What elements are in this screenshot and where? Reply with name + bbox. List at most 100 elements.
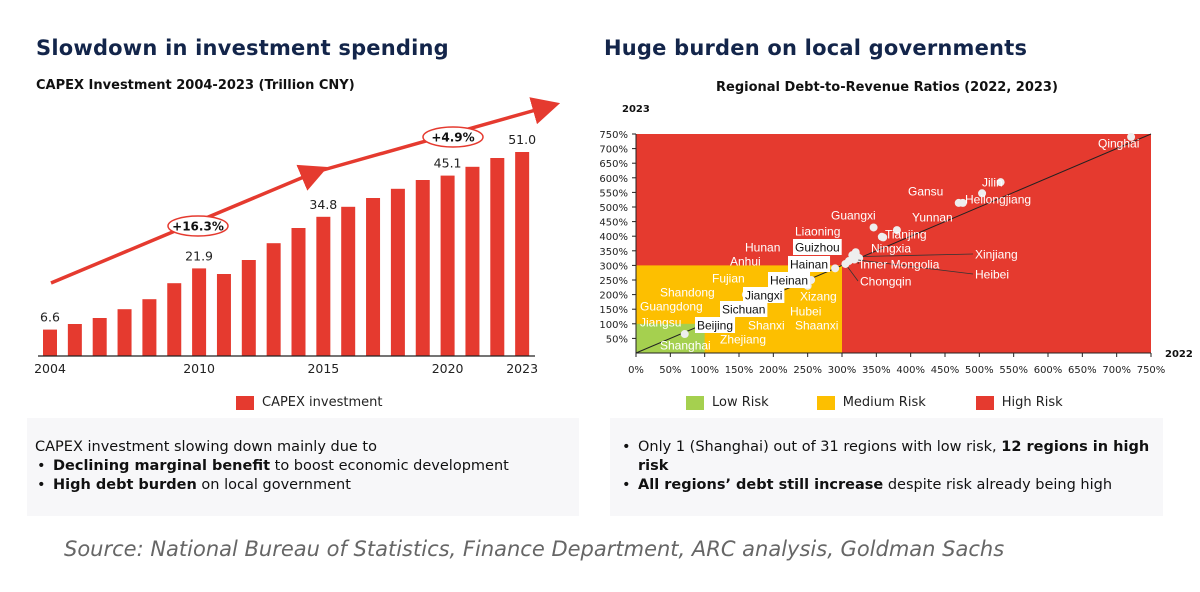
bar-2012 (241, 260, 256, 356)
summary-bullet: Declining marginal benefit to boost econ… (35, 457, 571, 476)
data-point-shanghai (680, 330, 689, 339)
point-label: Beijing (697, 319, 733, 333)
data-point-qinghai (1127, 132, 1136, 141)
y-tick-label: 350% (599, 247, 628, 258)
growth-rate-label: +4.9% (431, 131, 474, 145)
data-point-heinan (831, 264, 840, 273)
point-label: Heibei (975, 268, 1009, 282)
data-label: 45.1 (434, 156, 462, 171)
summary-intro: CAPEX investment slowing down mainly due… (35, 439, 377, 455)
data-point-tianjing (892, 226, 901, 235)
point-label: Heilongjiang (965, 193, 1031, 207)
point-label: Jiangsu (640, 316, 681, 330)
point-label-box (695, 317, 736, 333)
y-tick-label: 500% (599, 203, 628, 214)
y-tick-label: 150% (599, 305, 628, 316)
bar-2015 (316, 216, 331, 356)
point-label: Fujian (712, 272, 745, 286)
legend-label: High Risk (1001, 395, 1063, 410)
point-label: Guangxi (831, 209, 876, 223)
y-tick-label: 700% (599, 145, 628, 156)
point-label-box (788, 256, 831, 272)
legend-label: Medium Risk (842, 395, 926, 410)
bar-2008 (142, 299, 157, 356)
summary-bold: Declining marginal benefit (53, 458, 271, 474)
bar-2017 (366, 198, 381, 356)
summary-bullet: High debt burden on local government (35, 476, 571, 495)
source-note: Source: National Bureau of Statistics, F… (64, 537, 1005, 561)
y-tick-label: 50% (606, 334, 628, 345)
point-label: Guizhou (795, 241, 840, 255)
point-label: Zhejiang (720, 333, 766, 347)
bar-2023 (515, 152, 530, 356)
point-label-box (720, 301, 768, 317)
scatter-legend: Low Risk Medium Risk High Risk (686, 395, 1063, 410)
x-tick-label: 350% (862, 365, 891, 376)
bar-2016 (341, 206, 356, 356)
bar-2007 (117, 309, 132, 356)
growth-rate-badge (422, 126, 484, 148)
bar-2020 (440, 175, 455, 356)
scatter-chart-title: Regional Debt-to-Revenue Ratios (2022, 2… (716, 80, 1058, 95)
point-label: Gansu (908, 185, 943, 199)
bar-2022 (490, 158, 505, 356)
bar-2009 (167, 283, 182, 356)
y-tick-label: 450% (599, 218, 628, 229)
growth-rate-badge (167, 215, 229, 237)
right-heading: Huge burden on local governments (604, 36, 1028, 60)
point-label: Anhui (730, 255, 761, 269)
summary-bold: 12 regions in high risk (638, 439, 1150, 474)
legend-swatch-low (686, 395, 704, 410)
y-tick-label: 550% (599, 188, 628, 199)
bar-2010 (192, 268, 207, 356)
left-heading: Slowdown in investment spending (36, 36, 449, 60)
legend-swatch-medium (816, 395, 835, 410)
point-label: Jiangxi (745, 289, 782, 303)
data-point-guangxi (869, 223, 878, 232)
right-summary-box: Only 1 (Shanghai) out of 31 regions with… (610, 418, 1163, 516)
debt-ratio-scatter-chart: 0% 50% 100% 150% 200% 250% 300% 350% 400% 450% 500… (599, 104, 1193, 376)
x-tick-label: 2023 (506, 361, 538, 376)
x-tick-label: 2010 (183, 361, 215, 376)
data-point-heilongjiang (978, 189, 987, 198)
x-tick-label: 2020 (432, 361, 464, 376)
data-label: 51.0 (508, 132, 536, 147)
x-tick-label: 50% (659, 365, 681, 376)
y-tick-label: 200% (599, 291, 628, 302)
point-label: Jilin (982, 176, 1003, 190)
y-tick-label: 750% (599, 130, 628, 141)
point-label: Shandong (660, 286, 715, 300)
data-point-hainan (844, 257, 853, 266)
summary-text: Only 1 (Shanghai) out of 31 regions with… (638, 439, 1002, 455)
x-tick-label: 700% (1102, 365, 1131, 376)
point-label: Guangdong (640, 300, 703, 314)
x-tick-label: 400% (896, 365, 925, 376)
x-tick-label: 200% (759, 365, 788, 376)
legend-swatch (236, 395, 254, 410)
y-tick-label: 300% (599, 261, 628, 272)
x-tick-label: 650% (1068, 365, 1097, 376)
point-label: Shanxi (748, 319, 785, 333)
x-tick-label: 750% (1137, 365, 1166, 376)
point-label: Inner Mongolia (860, 258, 940, 272)
bar-2011 (216, 274, 231, 356)
data-point-ningxia (879, 233, 888, 242)
legend-label: Low Risk (712, 395, 769, 410)
y-tick-label: 250% (599, 276, 628, 287)
data-point-yunnan (958, 198, 967, 207)
x-tick-label: 500% (965, 365, 994, 376)
x-axis-label: 2022 (1165, 349, 1193, 360)
y-tick-label: 650% (599, 159, 628, 170)
summary-text: despite risk already being high (883, 477, 1113, 493)
summary-bold: High debt burden (53, 477, 197, 493)
y-tick-label: 100% (599, 320, 628, 331)
bar-2021 (465, 166, 480, 356)
point-label: Ningxia (871, 242, 911, 256)
bar-legend: CAPEX investment (236, 395, 382, 410)
leader-line (854, 259, 974, 275)
point-label: Sichuan (722, 303, 765, 317)
point-label: Shaanxi (795, 319, 838, 333)
point-label: Heinan (770, 274, 808, 288)
summary-bold: All regions’ debt still increase (638, 477, 884, 493)
point-label: Shanghai (660, 339, 711, 353)
